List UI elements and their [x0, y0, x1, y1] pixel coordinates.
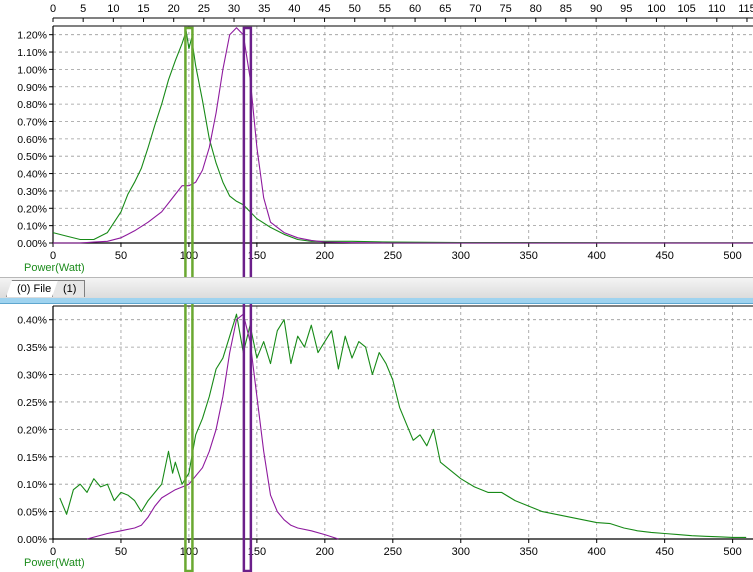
y-tick-label: 0.40% [17, 315, 47, 327]
top-histogram-panel: 0.00% 0.10% 0.20% 0.30% 0.40% 0.50% 0.60% 0.70%… [17, 25, 753, 274]
top-axis-tick-label: 50 [349, 3, 361, 15]
top-axis-tick-label: 20 [168, 3, 180, 15]
series-line-purple [53, 27, 753, 244]
y-tick-label: 1.20% [17, 30, 47, 42]
y-tick-label: 0.70% [17, 116, 47, 128]
top-axis-tick-label: 5 [80, 3, 86, 15]
top-axis-tick-label: 110 [708, 3, 726, 15]
y-tick-label: 0.80% [17, 99, 47, 111]
x-tick-label: 0 [50, 250, 56, 262]
top-axis-tick-label: 15 [137, 3, 149, 15]
x-tick-label: 0 [50, 546, 56, 558]
top-axis-tick-label: 10 [107, 3, 119, 15]
x-tick-label: 350 [520, 546, 538, 558]
y-tick-label: 0.15% [17, 452, 47, 464]
tab-strip: (0) File (1) [0, 277, 753, 299]
y-tick-label: 0.10% [17, 479, 47, 491]
top-axis-tick-label: 90 [590, 3, 602, 15]
x-tick-label: 100 [180, 250, 198, 262]
x-tick-label: 200 [316, 546, 334, 558]
series-line-purple [86, 313, 339, 540]
top-axis-tick-label: 55 [379, 3, 391, 15]
y-tick-label: 1.10% [17, 47, 47, 59]
top-axis-tick-label: 70 [469, 3, 481, 15]
y-tick-label: 0.05% [17, 507, 47, 519]
panel-divider [0, 298, 753, 304]
top-axis-tick-label: 95 [620, 3, 632, 15]
top-axis-tick-label: 115 [738, 3, 753, 15]
y-tick-label: 0.10% [17, 221, 47, 233]
x-axis-title: Power(Watt) [24, 262, 85, 274]
top-axis-tick-label: 0 [50, 3, 56, 15]
x-tick-label: 300 [452, 546, 470, 558]
x-tick-label: 150 [248, 250, 266, 262]
x-tick-label: 100 [180, 546, 198, 558]
top-axis-tick-label: 65 [439, 3, 451, 15]
x-tick-label: 500 [723, 250, 741, 262]
x-tick-label: 400 [588, 250, 606, 262]
top-axis-tick-label: 80 [530, 3, 542, 15]
bottom-histogram-panel: 0.00% 0.05% 0.10% 0.15% 0.20% 0.25% 0.30% 0.35%… [17, 305, 753, 569]
top-time-axis: 0 5 10 15 20 25 30 35 40 45 50 55 60 65 70 75 80 85 90 95 10… [50, 3, 753, 22]
top-axis-tick-label: 60 [409, 3, 421, 15]
x-tick-label: 200 [316, 250, 334, 262]
top-axis-tick-label: 100 [647, 3, 665, 15]
y-tick-label: 1.00% [17, 64, 47, 76]
x-tick-label: 150 [248, 546, 266, 558]
y-tick-label: 0.20% [17, 424, 47, 436]
y-tick-label: 0.25% [17, 397, 47, 409]
top-axis-tick-label: 30 [228, 3, 240, 15]
top-axis-tick-label: 45 [318, 3, 330, 15]
x-tick-label: 450 [655, 546, 673, 558]
x-tick-label: 250 [384, 546, 402, 558]
x-tick-label: 250 [384, 250, 402, 262]
x-tick-label: 50 [115, 546, 127, 558]
y-tick-label: 0.00% [17, 238, 47, 250]
top-axis-tick-label: 25 [198, 3, 210, 15]
y-tick-label: 0.00% [17, 534, 47, 546]
top-axis-tick-label: 75 [499, 3, 511, 15]
y-tick-label: 0.40% [17, 169, 47, 181]
y-tick-label: 0.20% [17, 203, 47, 215]
x-tick-label: 300 [452, 250, 470, 262]
series-line-green [52, 30, 753, 244]
x-tick-label: 400 [588, 546, 606, 558]
x-tick-label: 50 [115, 250, 127, 262]
y-tick-label: 0.90% [17, 82, 47, 94]
y-tick-label: 0.30% [17, 186, 47, 198]
y-tick-label: 0.35% [17, 342, 47, 354]
tab-1[interactable]: (1) [52, 280, 86, 297]
top-axis-tick-label: 40 [288, 3, 300, 15]
x-tick-label: 450 [655, 250, 673, 262]
y-tick-label: 0.60% [17, 134, 47, 146]
series-line-green [59, 313, 747, 538]
top-axis-tick-label: 35 [258, 3, 270, 15]
top-axis-tick-label: 85 [560, 3, 572, 15]
y-tick-label: 0.50% [17, 151, 47, 163]
x-tick-label: 500 [723, 546, 741, 558]
y-tick-label: 0.30% [17, 370, 47, 382]
x-axis-title: Power(Watt) [24, 557, 85, 569]
tab-file[interactable]: (0) File [6, 280, 61, 297]
top-axis-tick-label: 105 [677, 3, 695, 15]
x-tick-label: 350 [520, 250, 538, 262]
